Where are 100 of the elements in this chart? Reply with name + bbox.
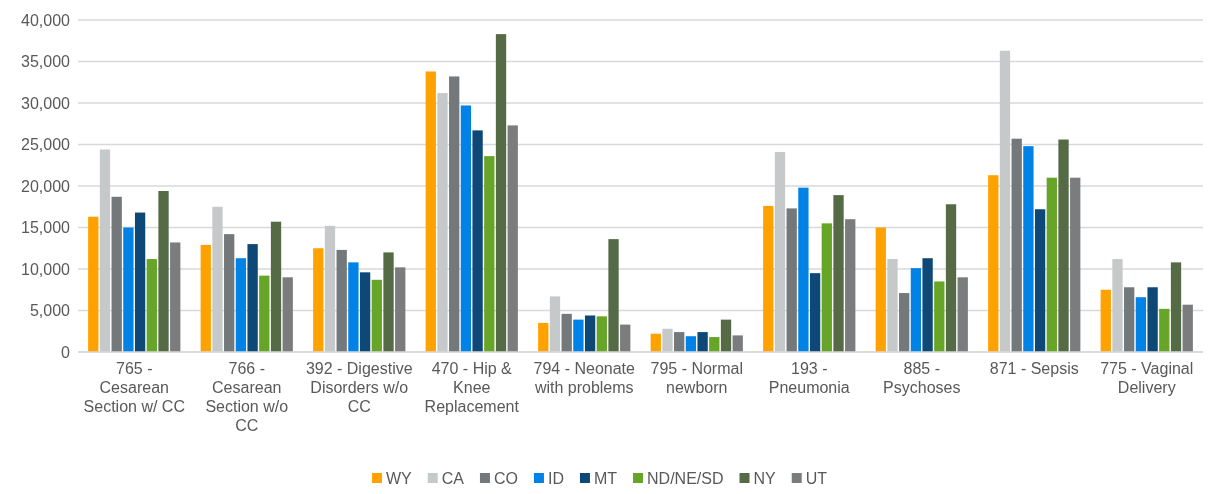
bar	[786, 208, 797, 352]
legend-label: UT	[805, 470, 828, 487]
y-tick-label: 10,000	[21, 260, 71, 278]
bar	[1159, 308, 1170, 352]
x-tick-label: 871 - Sepsis	[989, 360, 1079, 377]
bar	[170, 242, 181, 352]
bar	[549, 296, 561, 352]
bar	[922, 258, 933, 352]
bar	[348, 262, 359, 352]
bar	[662, 328, 673, 352]
bar	[774, 151, 786, 352]
bar	[650, 333, 661, 352]
legend-label: CO	[493, 470, 518, 487]
bar	[584, 315, 596, 352]
y-tick-label: 25,000	[21, 136, 71, 154]
x-tick-label: 765 - Cesarean Section w/ CC	[83, 360, 185, 415]
bar	[200, 244, 211, 352]
bar	[720, 319, 732, 352]
bar	[538, 322, 549, 352]
bar	[1100, 289, 1111, 352]
y-tick-label: 35,000	[21, 53, 71, 71]
bar	[383, 252, 394, 352]
bar	[1023, 146, 1034, 352]
bar	[146, 259, 157, 352]
bar	[460, 105, 472, 352]
x-tick-label: 795 - Normal newborn	[650, 360, 743, 396]
x-tick-label: 885 - Psychoses	[883, 360, 961, 396]
bar	[313, 248, 324, 352]
bar	[833, 195, 844, 352]
bar	[134, 212, 146, 352]
bar	[1112, 259, 1123, 352]
bar	[573, 319, 584, 352]
bar	[270, 221, 282, 352]
bar	[282, 277, 293, 352]
bar	[88, 216, 99, 352]
bar	[1135, 297, 1147, 352]
bar	[709, 337, 720, 352]
y-tick-label: 0	[61, 343, 71, 361]
bar	[472, 130, 483, 352]
bar	[732, 335, 743, 352]
bar	[561, 313, 572, 352]
bar	[1046, 177, 1057, 352]
bar	[99, 149, 111, 352]
legend-label: NY	[753, 470, 777, 487]
bar	[449, 76, 460, 352]
bar	[798, 187, 809, 352]
x-tick-label: 392 - Digestive Disorders w/o CC	[305, 360, 413, 415]
bar	[934, 281, 945, 352]
bar	[845, 219, 856, 352]
bar	[437, 93, 448, 352]
bar	[359, 272, 371, 352]
bar	[123, 227, 134, 352]
legend-label: CA	[441, 470, 465, 487]
y-tick-label: 20,000	[21, 177, 71, 195]
bar	[111, 196, 122, 352]
bar	[395, 267, 406, 352]
bar	[247, 244, 258, 352]
bar	[495, 34, 507, 352]
bar	[1034, 209, 1046, 352]
bar	[324, 225, 336, 352]
legend-label: ND/NE/SD	[647, 470, 724, 487]
bar	[425, 71, 436, 352]
y-tick-label: 40,000	[21, 11, 71, 29]
bar	[1182, 304, 1193, 352]
bar	[887, 259, 898, 352]
bar	[697, 332, 708, 352]
x-tick-label: 766 - Cesarean Section w/o CC	[205, 360, 289, 434]
bar	[957, 277, 968, 352]
bar	[596, 316, 607, 352]
legend-label: ID	[547, 470, 564, 487]
bar	[1011, 138, 1022, 352]
y-tick-label: 30,000	[21, 94, 71, 112]
bar	[507, 125, 518, 352]
bar	[910, 268, 922, 352]
bar	[608, 239, 619, 352]
bar	[158, 190, 169, 352]
bar	[1170, 262, 1182, 352]
bar	[999, 50, 1011, 352]
x-tick-label: 775 - Vaginal Delivery	[1100, 360, 1194, 396]
bar	[809, 273, 821, 352]
legend-label: MT	[593, 470, 618, 487]
bar	[763, 205, 774, 352]
x-tick-label: 470 - Hip & Knee Replacement	[424, 360, 520, 415]
bar	[899, 293, 910, 352]
bar	[685, 336, 697, 352]
bar	[1147, 287, 1158, 352]
bar	[945, 204, 957, 352]
bar	[1070, 177, 1081, 352]
bar	[988, 175, 999, 352]
bar	[1058, 139, 1069, 352]
bar	[1124, 287, 1135, 352]
bar	[336, 249, 347, 352]
x-tick-label: 193 - Pneumonia	[768, 360, 850, 396]
bar	[235, 258, 247, 352]
y-tick-label: 15,000	[21, 219, 71, 237]
legend-label: WY	[385, 470, 413, 487]
bar	[620, 324, 631, 352]
bar	[224, 234, 235, 352]
bar	[259, 275, 270, 352]
bar	[674, 332, 685, 352]
